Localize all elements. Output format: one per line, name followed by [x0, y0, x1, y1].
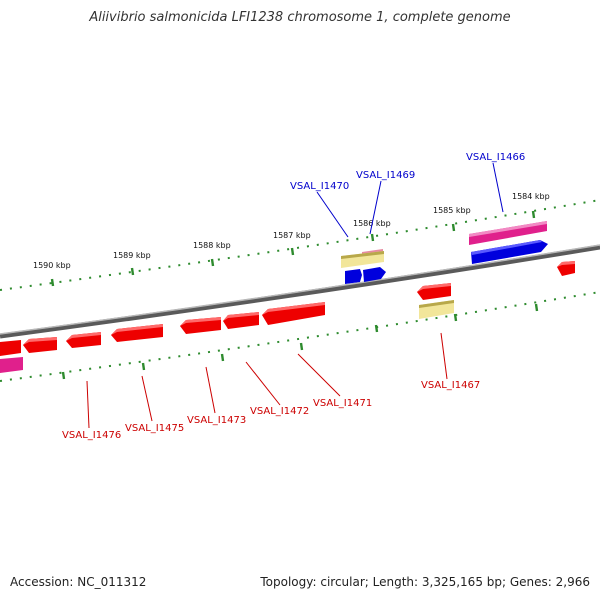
gene-feature-red[interactable]	[262, 302, 325, 325]
leader-line-I1476	[86, 380, 90, 429]
leader-line-I1472	[245, 361, 281, 406]
inner-major-tick	[453, 313, 458, 322]
inner-major-tick	[374, 324, 379, 333]
leader-line-I1475	[141, 375, 153, 422]
gene-label-VSAL_I1466[interactable]: VSAL_I1466	[466, 152, 525, 163]
gene-label-VSAL_I1470[interactable]: VSAL_I1470	[290, 181, 349, 192]
outer-major-tick	[210, 258, 215, 267]
highlight-strip	[111, 324, 163, 335]
highlight-strip	[180, 317, 221, 326]
gene-feature-blue[interactable]	[471, 240, 548, 264]
leader-line-I1467	[440, 332, 448, 380]
gene-feature-yellow-edge	[419, 300, 454, 308]
leader-line-I1469	[369, 180, 382, 235]
inner-ruler	[0, 291, 600, 382]
red-feature-highlights	[23, 261, 575, 345]
inner-major-tick	[141, 362, 146, 371]
outer-major-tick	[290, 247, 295, 256]
gene-feature-blue-small[interactable]	[363, 267, 386, 282]
outer-major-tick	[451, 223, 456, 232]
ruler-label-1585: 1585 kbp	[433, 206, 471, 215]
inner-ruler-major-ticks	[61, 303, 539, 380]
gene-feature-red-edge[interactable]	[0, 340, 21, 356]
gene-label-VSAL_I1471[interactable]: VSAL_I1471	[313, 398, 372, 409]
gene-feature-yellow-edge	[341, 251, 384, 259]
highlight-strip	[66, 332, 101, 341]
inner-major-tick	[299, 342, 304, 351]
highlight-strip	[417, 283, 451, 292]
outer-major-tick	[50, 278, 55, 287]
gene-feature-pink-highlight	[469, 221, 547, 237]
highlight-strip	[557, 261, 575, 267]
outer-major-tick	[370, 233, 375, 242]
gene-feature-pink-edge[interactable]	[0, 357, 23, 373]
gene-label-VSAL_I1469[interactable]: VSAL_I1469	[356, 170, 415, 181]
inner-major-tick	[61, 371, 66, 380]
leader-line-I1471	[297, 353, 341, 397]
gene-label-VSAL_I1475[interactable]: VSAL_I1475	[125, 423, 184, 434]
inner-major-tick	[220, 353, 225, 362]
forward-strand-features	[341, 221, 548, 284]
topology-info: Topology: circular; Length: 3,325,165 bp…	[260, 575, 590, 589]
highlight-strip	[223, 312, 259, 321]
outer-major-tick	[531, 210, 536, 219]
chromosome-backbone	[0, 244, 600, 339]
leader-line-I1466	[492, 162, 504, 213]
leader-line-I1470	[316, 191, 349, 238]
gene-label-VSAL_I1476[interactable]: VSAL_I1476	[62, 430, 121, 441]
accession-info: Accession: NC_011312	[10, 575, 147, 589]
outer-ruler	[0, 199, 600, 291]
ruler-label-1587: 1587 kbp	[273, 231, 311, 240]
chromosome-backbone-highlight	[0, 244, 600, 335]
highlight-strip	[23, 337, 57, 345]
highlight-strip	[262, 302, 325, 315]
gene-feature-blue-highlight	[471, 240, 542, 255]
ruler-label-1584: 1584 kbp	[512, 192, 550, 201]
leader-line-I1473	[205, 366, 216, 414]
gene-label-VSAL_I1472[interactable]: VSAL_I1472	[250, 406, 309, 417]
ruler-label-1590: 1590 kbp	[33, 261, 71, 270]
ruler-label-1589: 1589 kbp	[113, 251, 151, 260]
outer-ruler-major-ticks	[50, 210, 536, 287]
ruler-label-1588: 1588 kbp	[193, 241, 231, 250]
gene-label-VSAL_I1473[interactable]: VSAL_I1473	[187, 415, 246, 426]
outer-major-tick	[130, 267, 135, 276]
gene-label-VSAL_I1467[interactable]: VSAL_I1467	[421, 380, 480, 391]
gene-feature-blue-small[interactable]	[345, 269, 362, 284]
label-leader-lines	[86, 162, 504, 429]
inner-major-tick	[534, 303, 539, 312]
reverse-strand-features	[0, 261, 575, 373]
map-title: Aliivibrio salmonicida LFI1238 chromosom…	[89, 10, 511, 25]
